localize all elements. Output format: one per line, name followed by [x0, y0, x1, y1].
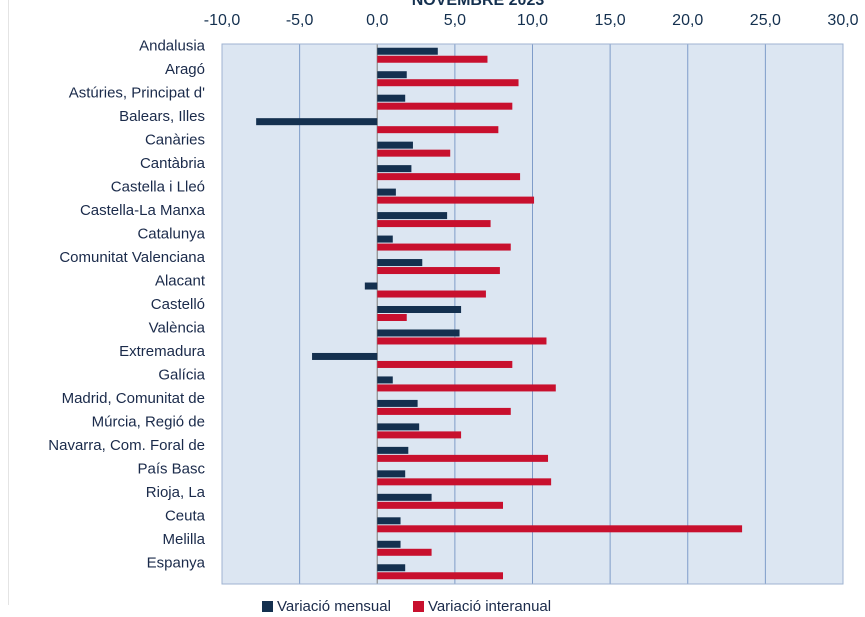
- category-label: Castella-La Manxa: [80, 202, 206, 219]
- x-tick-label: -5,0: [286, 12, 314, 29]
- bar-annual: [377, 431, 462, 439]
- legend-item-monthly: Variació mensual: [262, 598, 391, 615]
- bar-annual: [377, 220, 491, 228]
- bar-annual: [377, 337, 547, 345]
- bar-annual: [377, 525, 743, 533]
- chart-title: NOVEMBRE 2023: [412, 0, 545, 9]
- bar-monthly: [256, 118, 378, 126]
- bar-monthly: [377, 517, 401, 525]
- bar-monthly: [377, 94, 406, 102]
- bar-monthly: [312, 352, 378, 360]
- category-label: Castella i Lleó: [111, 179, 205, 196]
- bar-annual: [377, 102, 513, 110]
- category-label: País Basc: [137, 460, 205, 477]
- category-label: Navarra, Com. Foral de: [48, 437, 205, 454]
- legend-item-annual: Variació interanual: [412, 597, 552, 615]
- bar-monthly: [377, 446, 409, 454]
- category-label: Astúries, Principat d': [69, 85, 205, 102]
- category-label: Madrid, Comunitat de: [62, 390, 205, 407]
- category-label: Balears, Illes: [119, 108, 205, 125]
- category-label: Ceuta: [165, 507, 206, 524]
- bar-annual: [377, 290, 486, 298]
- bar-monthly: [377, 564, 406, 572]
- bar-annual: [377, 407, 511, 415]
- category-label: Extremadura: [119, 343, 206, 360]
- bar-monthly: [377, 470, 406, 478]
- category-label: Cantàbria: [140, 155, 206, 172]
- bar-annual: [377, 314, 407, 321]
- x-tick-label: 30,0: [827, 12, 858, 29]
- bar-monthly: [377, 141, 413, 149]
- bar-annual: [377, 149, 451, 157]
- category-label: Galícia: [158, 366, 205, 383]
- category-label: València: [149, 319, 206, 336]
- legend-swatch-monthly: [262, 600, 273, 612]
- category-label: Canàries: [145, 132, 205, 149]
- bar-annual: [377, 572, 504, 580]
- bar-monthly: [377, 376, 393, 384]
- x-tick-label: 25,0: [750, 12, 781, 29]
- legend-label-monthly: Variació mensual: [277, 597, 391, 615]
- bar-annual: [377, 173, 521, 181]
- category-label: Espanya: [147, 554, 206, 571]
- bar-monthly: [377, 329, 460, 337]
- bar-annual: [377, 79, 519, 87]
- category-label: Comunitat Valenciana: [59, 249, 205, 266]
- bar-annual: [377, 55, 488, 63]
- x-tick-label: 0,0: [366, 12, 388, 29]
- bar-annual: [377, 454, 549, 462]
- bar-monthly: [377, 188, 396, 196]
- bar-monthly: [377, 259, 423, 267]
- bar-annual: [377, 478, 552, 486]
- bar-monthly: [364, 282, 378, 290]
- category-label: Múrcia, Regió de: [92, 413, 205, 430]
- bar-monthly: [377, 165, 412, 173]
- bar-monthly: [377, 212, 448, 220]
- x-tick-label: 5,0: [444, 12, 466, 29]
- bar-monthly: [377, 71, 407, 79]
- bar-monthly: [377, 423, 420, 431]
- page-left-rule: [8, 0, 9, 605]
- gridlines: [221, 43, 844, 585]
- category-label: Aragó: [165, 61, 205, 78]
- category-label: Melilla: [162, 531, 205, 548]
- plot-border: [221, 43, 844, 585]
- category-label: Andalusia: [139, 38, 206, 55]
- x-tick-label: -10,0: [204, 12, 241, 29]
- bar-annual: [377, 267, 500, 275]
- x-tick-label: 20,0: [672, 12, 703, 29]
- bar-annual: [377, 548, 432, 556]
- category-label: Rioja, La: [146, 484, 206, 501]
- y-axis-categories: Andalusia Aragó Astúries, Principat d' Bale…: [48, 38, 206, 572]
- x-tick-label: 15,0: [595, 12, 626, 29]
- legend: Variació mensual Variació interanual: [262, 597, 551, 615]
- category-label: Alacant: [155, 273, 206, 290]
- bar-annual: [377, 360, 513, 368]
- bar-monthly: [377, 306, 462, 313]
- legend-swatch-annual: [412, 600, 424, 612]
- bar-annual: [377, 501, 504, 509]
- bar-annual: [377, 243, 511, 251]
- bar-annual: [377, 126, 499, 134]
- x-tick-label: 10,0: [517, 12, 548, 29]
- bar-monthly: [377, 235, 393, 243]
- legend-label-annual: Variació interanual: [427, 597, 552, 615]
- bars: [256, 47, 743, 580]
- category-label: Catalunya: [137, 226, 205, 243]
- bar-monthly: [377, 493, 432, 501]
- x-axis-ticks: -10,0 -5,0 0,0 5,0 10,0 15,0 20,0 25,0 30,0: [204, 12, 859, 29]
- bar-monthly: [377, 399, 418, 407]
- bar-annual: [377, 196, 535, 204]
- bar-annual: [377, 384, 556, 392]
- bar-monthly: [377, 47, 438, 55]
- bar-monthly: [377, 540, 401, 548]
- category-label: Castelló: [151, 296, 205, 313]
